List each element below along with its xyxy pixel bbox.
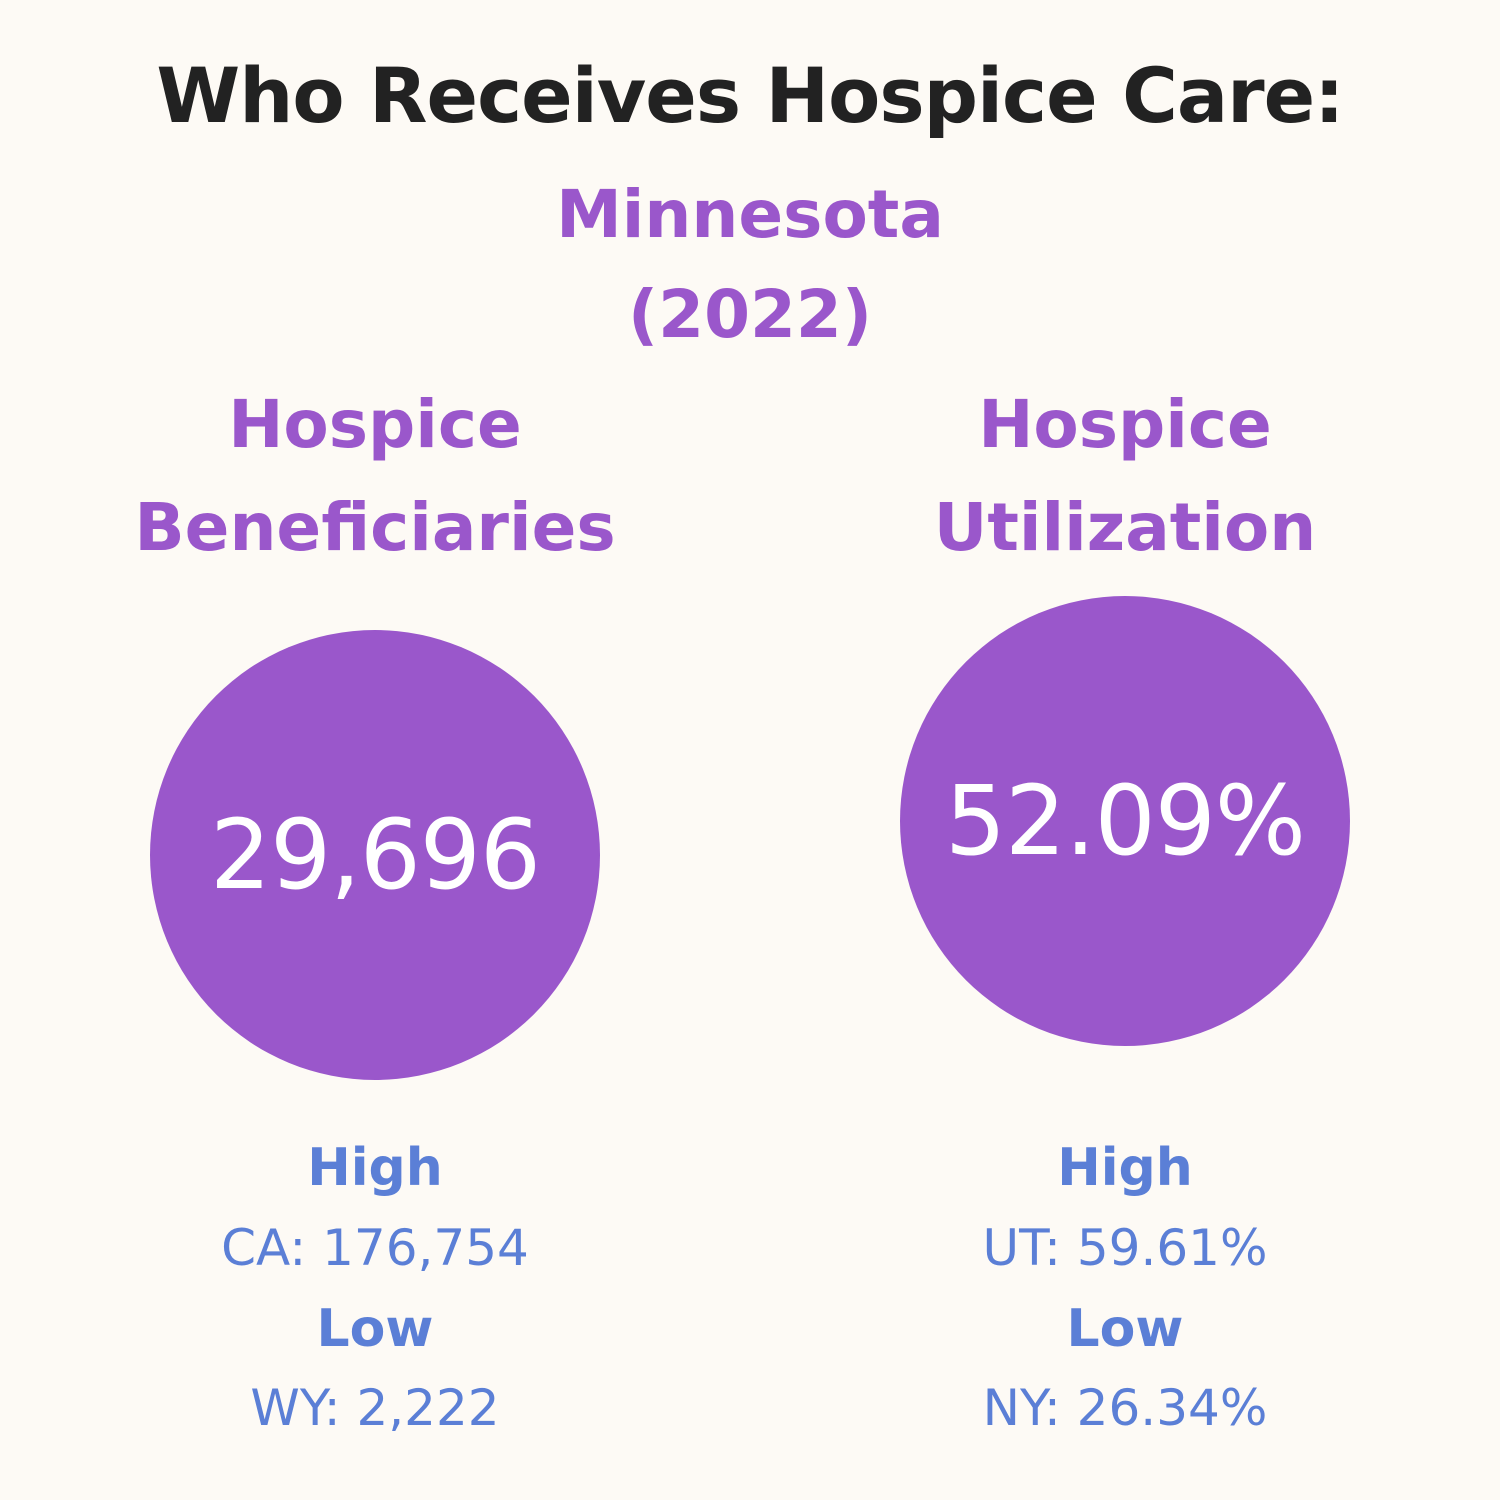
beneficiaries-high-value: CA: 176,754 <box>221 1219 529 1277</box>
year-subtitle: (2022) <box>627 276 873 353</box>
beneficiaries-circle: 29,696 <box>150 630 600 1080</box>
utilization-heading-line1: Hospice <box>978 386 1272 463</box>
beneficiaries-value: 29,696 <box>210 799 541 911</box>
beneficiaries-heading-line2: Beneficiaries <box>134 489 616 566</box>
state-subtitle: Minnesota <box>556 176 944 253</box>
beneficiaries-low-value: WY: 2,222 <box>250 1379 500 1437</box>
utilization-high-value: UT: 59.61% <box>982 1219 1268 1277</box>
page-title: Who Receives Hospice Care: <box>156 51 1344 140</box>
utilization-heading-line2: Utilization <box>933 489 1317 566</box>
beneficiaries-high-label: High <box>307 1138 443 1198</box>
utilization-low-value: NY: 26.34% <box>982 1379 1268 1437</box>
beneficiaries-heading-line1: Hospice <box>228 386 522 463</box>
utilization-circle: 52.09% <box>900 596 1350 1046</box>
utilization-low-label: Low <box>1066 1299 1184 1359</box>
utilization-value: 52.09% <box>944 765 1306 877</box>
beneficiaries-low-label: Low <box>316 1299 434 1359</box>
utilization-high-label: High <box>1057 1138 1193 1198</box>
